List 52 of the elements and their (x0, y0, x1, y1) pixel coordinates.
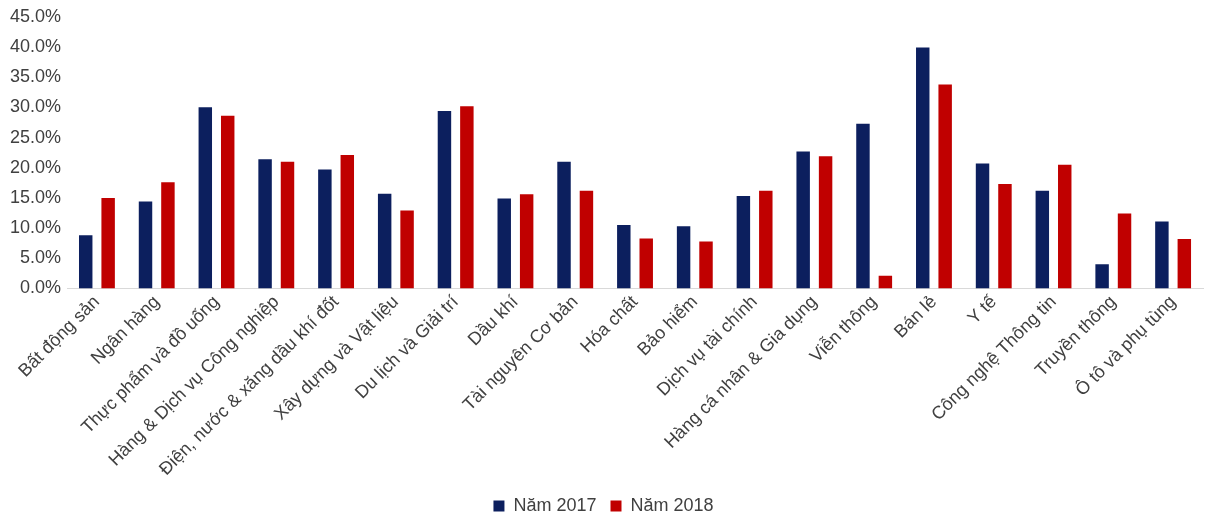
bar (79, 235, 93, 289)
bar (377, 193, 392, 289)
y-tick-label: 25.0% (9, 126, 62, 147)
bar (975, 163, 990, 289)
bar (1058, 164, 1072, 289)
bar (938, 84, 952, 289)
bar (699, 241, 713, 289)
bar (579, 190, 594, 289)
legend-label: Năm 2018 (630, 494, 714, 515)
bar (878, 275, 893, 289)
bar (617, 225, 631, 289)
bar (318, 169, 332, 289)
bar (497, 198, 511, 289)
bar (1095, 264, 1109, 289)
bar (1155, 221, 1169, 289)
bar (998, 184, 1012, 289)
bar (557, 161, 571, 289)
bar (759, 190, 773, 289)
y-tick-label: 40.0% (9, 35, 62, 56)
y-tick-label: 35.0% (9, 66, 62, 87)
bar (220, 115, 235, 289)
bar (198, 107, 213, 289)
bar (796, 151, 810, 289)
y-tick-label: 10.0% (9, 217, 62, 238)
y-tick-label: 15.0% (9, 186, 62, 207)
bar (400, 210, 414, 289)
legend-label: Năm 2017 (513, 494, 597, 515)
bar (258, 159, 272, 289)
bar (818, 156, 833, 289)
bar (1035, 190, 1050, 289)
bar (856, 123, 870, 289)
y-tick-label: 0.0% (20, 277, 62, 298)
y-tick-label: 5.0% (20, 247, 62, 268)
bar (280, 161, 295, 289)
bar (437, 110, 452, 289)
y-tick-label: 20.0% (9, 156, 62, 177)
bar (460, 106, 474, 289)
bar (676, 226, 691, 289)
bar (340, 155, 355, 289)
x-tick-label: Bán lẻ (890, 291, 941, 342)
bar (736, 196, 751, 289)
bar (138, 201, 153, 289)
bar (101, 197, 115, 289)
bar (639, 238, 653, 289)
y-tick-label: 45.0% (9, 5, 62, 26)
bar (1117, 213, 1132, 289)
y-tick-label: 30.0% (9, 96, 62, 117)
bar (519, 194, 534, 289)
bar (161, 182, 175, 289)
bar (1177, 238, 1192, 289)
bar (916, 47, 930, 289)
x-tick-label: Y tế (963, 291, 1001, 328)
